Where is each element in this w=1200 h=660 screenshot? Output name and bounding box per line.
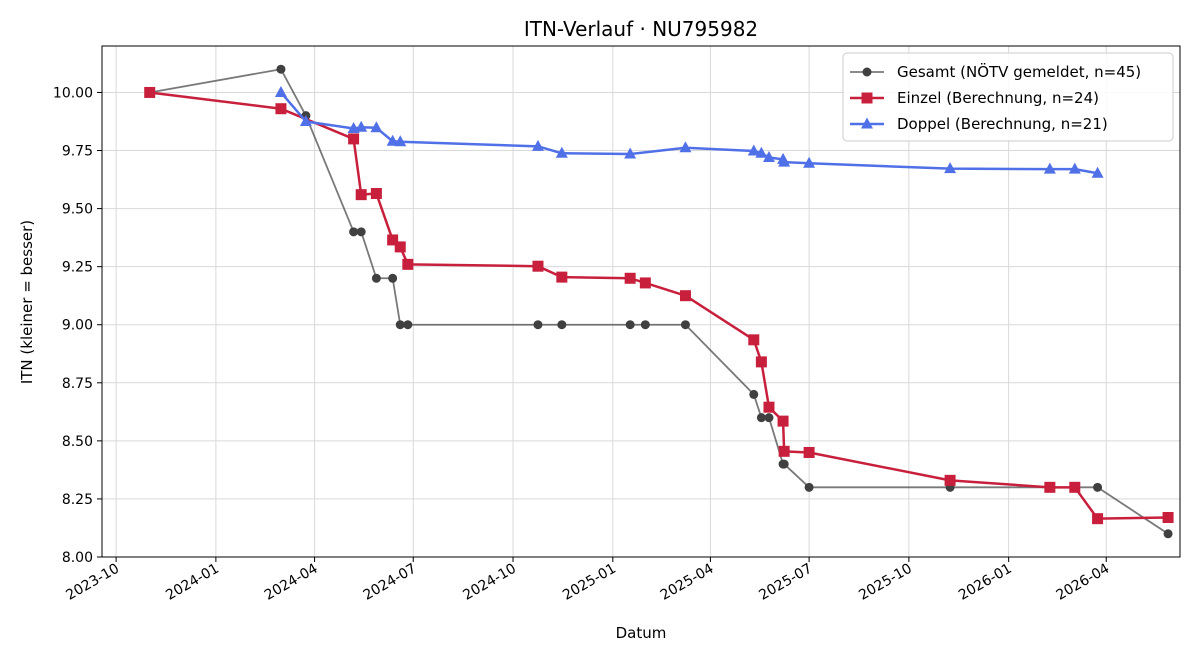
legend-label: Einzel (Berechnung, n=24) [897,89,1099,107]
data-point-gesamt [388,273,398,283]
data-point-gesamt [557,320,567,330]
data-point-einzel [355,189,367,201]
data-point-gesamt [349,227,359,237]
legend-marker [861,117,873,129]
data-point-doppel [386,134,399,146]
y-tick-label: 9.25 [62,260,93,276]
data-point-gesamt [403,320,413,330]
data-point-einzel [748,334,760,346]
y-tick-label: 8.50 [62,434,93,450]
x-axis-title: Datum [616,624,667,642]
data-point-einzel [532,260,544,272]
series-layer [144,64,1174,539]
data-point-einzel [778,445,790,457]
legend-item-doppel: Doppel (Berechnung, n=21) [850,115,1108,133]
data-point-gesamt [1093,482,1103,492]
plot-frame [101,45,1181,558]
data-point-einzel [803,446,815,458]
data-point-gesamt [395,320,405,330]
data-point-doppel [803,156,816,168]
data-point-doppel [299,114,312,126]
y-tick-label: 9.00 [62,318,93,334]
data-point-einzel [1044,481,1056,493]
data-point-doppel [762,150,775,162]
data-point-einzel [679,290,691,302]
data-point-doppel [679,141,692,153]
data-point-gesamt [779,459,789,469]
y-axis: 8.00 8.25 8.50 8.75 9.00 9.25 9.50 9.75 10.00 [53,85,102,566]
data-point-doppel [1043,162,1056,174]
series-einzel [144,86,1174,525]
legend-label: Doppel (Berechnung, n=21) [897,115,1108,133]
legend-item-gesamt: Gesamt (NÖTV gemeldet, n=45) [850,62,1141,81]
data-point-gesamt [371,273,381,283]
data-point-einzel [777,415,789,427]
data-point-einzel [275,103,287,115]
data-point-doppel [1091,166,1104,178]
data-point-gesamt [276,64,286,74]
y-tick-label: 8.00 [62,550,93,566]
data-point-gesamt [749,389,759,399]
y-tick-label: 8.25 [62,492,93,508]
data-point-einzel [402,258,414,270]
data-point-einzel [387,234,399,246]
y-tick-label: 9.75 [62,144,93,160]
data-point-doppel [394,135,407,147]
data-point-doppel [355,120,368,132]
y-tick-label: 8.75 [62,376,93,392]
data-point-einzel [394,241,406,253]
legend-marker [862,67,872,77]
y-tick-label: 9.50 [62,202,93,218]
data-point-einzel [763,401,775,413]
data-point-gesamt [756,413,766,423]
series-doppel [274,85,1104,178]
data-point-einzel [624,272,636,284]
data-point-einzel [556,271,568,283]
y-tick-label: 10.00 [53,85,93,101]
data-point-doppel [370,121,383,133]
data-point-doppel [531,139,544,151]
data-point-einzel [348,133,360,145]
data-point-doppel [944,162,957,174]
data-point-einzel [1092,513,1104,525]
data-point-einzel [944,474,956,486]
data-point-gesamt [804,482,814,492]
data-point-gesamt [356,227,366,237]
legend-item-einzel: Einzel (Berechnung, n=24) [850,89,1099,107]
data-point-gesamt [625,320,635,330]
chart-title: ITN-Verlauf · NU795982 [524,17,758,41]
data-point-doppel [778,155,791,167]
y-axis-title: ITN (kleiner = besser) [18,220,36,384]
data-point-doppel [624,147,637,159]
legend-marker [861,92,873,104]
data-point-doppel [755,146,768,158]
legend: Gesamt (NÖTV gemeldet, n=45) Einzel (Bere… [842,52,1174,142]
data-point-doppel [747,144,760,156]
data-point-doppel [1068,162,1081,174]
data-point-einzel [144,86,156,98]
legend-frame [842,52,1174,142]
data-point-einzel [755,356,767,368]
data-point-gesamt [1163,529,1173,539]
data-point-einzel [370,187,382,199]
data-point-einzel [1069,481,1081,493]
data-point-einzel [1162,512,1174,524]
data-point-gesamt [533,320,543,330]
data-point-doppel [274,85,287,97]
data-point-doppel [555,146,568,158]
data-point-gesamt [640,320,650,330]
legend-label: Gesamt (NÖTV gemeldet, n=45) [897,62,1141,81]
data-point-einzel [639,277,651,289]
data-point-gesamt [764,413,774,423]
data-point-gesamt [680,320,690,330]
